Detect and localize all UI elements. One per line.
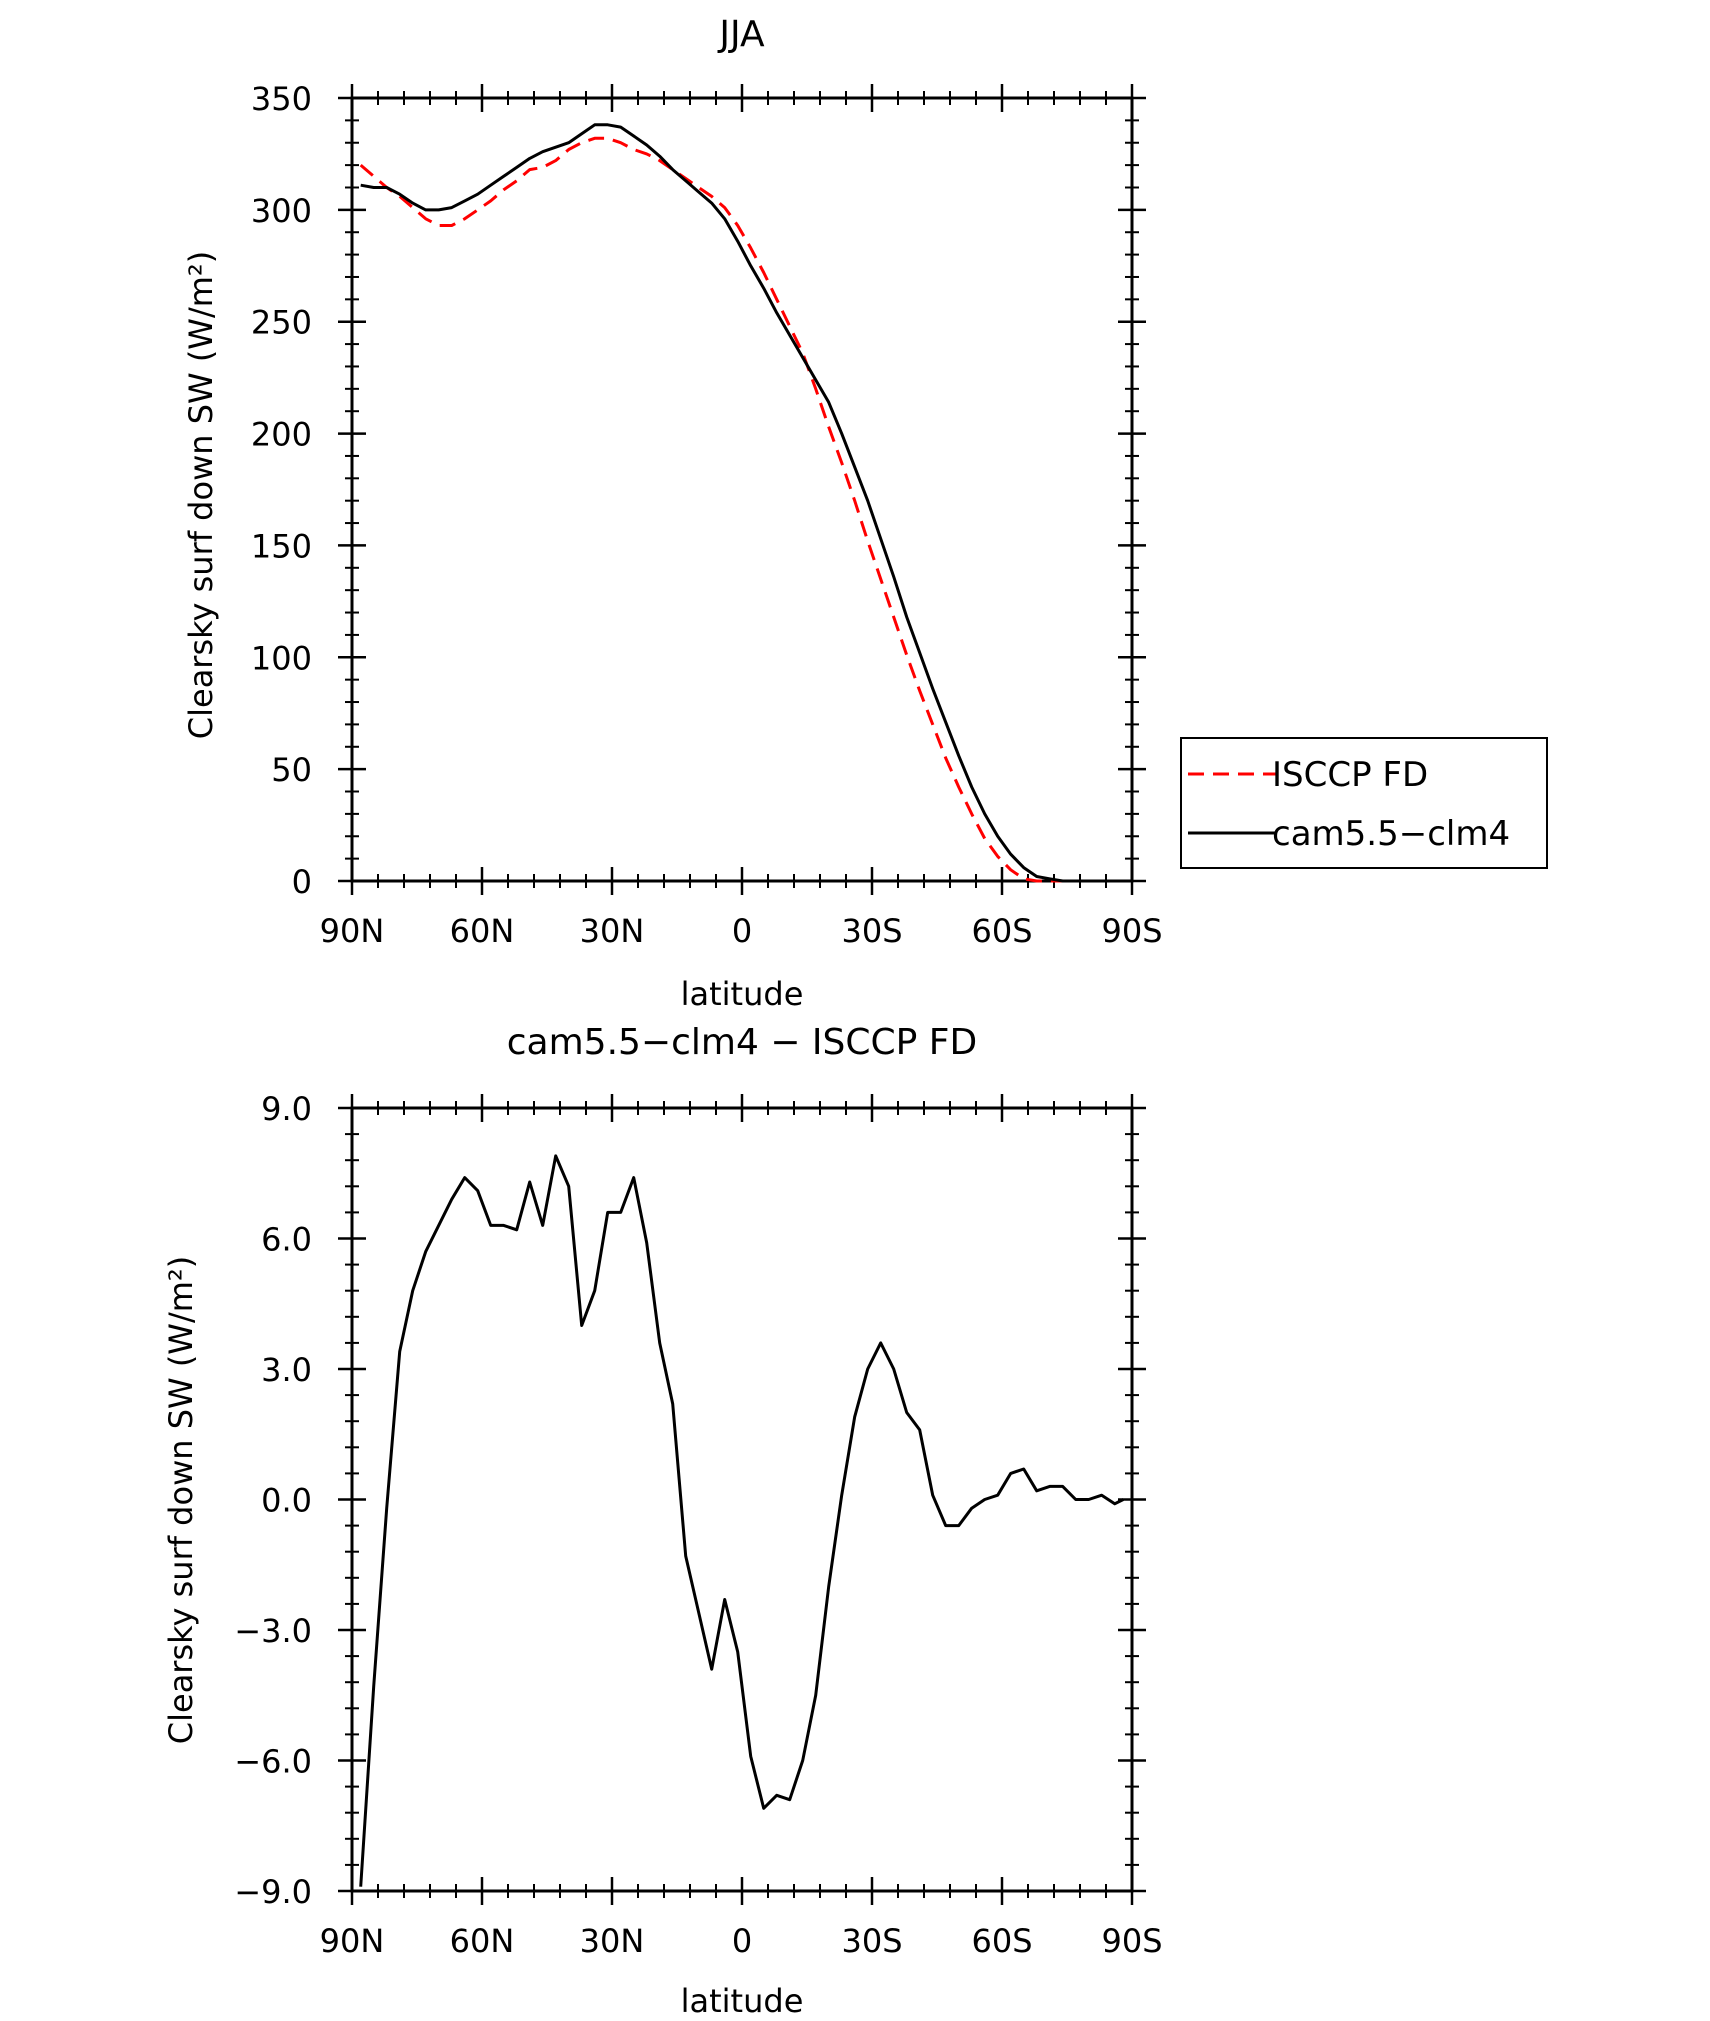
x-tick-label: 60S	[971, 1922, 1032, 1960]
x-tick-label: 60S	[971, 912, 1032, 950]
y-tick-label: 0	[292, 863, 312, 901]
y-tick-label: −9.0	[234, 1873, 312, 1911]
x-tick-label: 60N	[450, 912, 515, 950]
legend-box	[1180, 737, 1548, 869]
legend-item-cam55-clm4: cam5.5−clm4	[1188, 814, 1510, 854]
x-tick-label: 0	[732, 1922, 752, 1960]
y-tick-label: 50	[271, 751, 312, 789]
x-axis-label: latitude	[681, 1982, 804, 2020]
x-tick-label: 60N	[450, 1922, 515, 1960]
top-panel: JJA Clearsky surf down SW (W/m²) latitud…	[182, 14, 1163, 1013]
legend-item-isccp-fd: ISCCP FD	[1188, 755, 1428, 795]
plot-frame	[350, 1106, 1134, 1893]
series-line-cam5-5-clm4	[360, 123, 1124, 883]
y-tick-label: −3.0	[234, 1612, 312, 1650]
legend-label: cam5.5−clm4	[1272, 814, 1510, 854]
chart-title: cam5.5−clm4 − ISCCP FD	[507, 1022, 977, 1063]
x-tick-label: 30S	[841, 1922, 902, 1960]
x-tick-label: 90N	[320, 1922, 385, 1960]
chart-title: JJA	[717, 14, 765, 55]
series-line-difference	[359, 1154, 1124, 1887]
legend-label: ISCCP FD	[1272, 755, 1428, 795]
y-tick-label: −6.0	[234, 1743, 312, 1781]
bottom-panel: cam5.5−clm4 − ISCCP FD Clearsky surf dow…	[162, 1022, 1163, 2020]
y-tick-label: 100	[251, 639, 312, 677]
y-tick-label: 3.0	[261, 1351, 312, 1389]
x-tick-label: 90S	[1101, 912, 1162, 950]
series-line-isccp-fd	[359, 136, 1124, 883]
legend: ISCCP FD cam5.5−clm4	[1180, 737, 1548, 869]
x-axis-label: latitude	[681, 975, 804, 1013]
y-axis-label: Clearsky surf down SW (W/m²)	[182, 251, 220, 739]
y-tick-label: 250	[251, 304, 312, 342]
y-tick-label: 6.0	[261, 1221, 312, 1259]
x-tick-label: 0	[732, 912, 752, 950]
y-axis-label: Clearsky surf down SW (W/m²)	[162, 1256, 200, 1744]
x-tick-label: 30N	[580, 912, 645, 950]
y-tick-label: 300	[251, 192, 312, 230]
y-tick-label: 0.0	[261, 1482, 312, 1520]
y-tick-label: 200	[251, 416, 312, 454]
x-tick-label: 30S	[841, 912, 902, 950]
x-tick-label: 90N	[320, 912, 385, 950]
y-tick-label: 150	[251, 527, 312, 565]
x-tick-label: 30N	[580, 1922, 645, 1960]
x-tick-label: 90S	[1101, 1922, 1162, 1960]
y-tick-label: 9.0	[261, 1090, 312, 1128]
y-tick-label: 350	[251, 80, 312, 118]
